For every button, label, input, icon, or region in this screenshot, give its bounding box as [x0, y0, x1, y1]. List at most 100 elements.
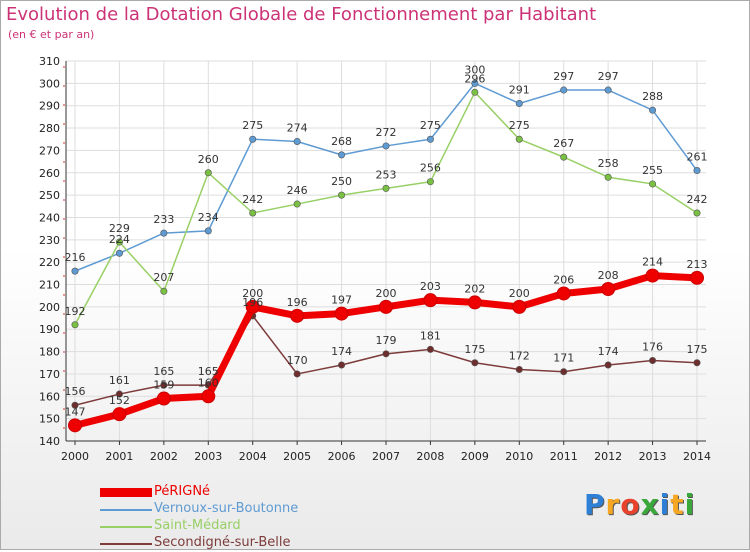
data-label: 170 — [287, 354, 308, 367]
data-label: 300 — [464, 63, 485, 76]
data-label: 297 — [553, 70, 574, 83]
data-point — [160, 381, 168, 389]
data-point — [649, 180, 657, 188]
legend-label: PéRIGNé — [154, 484, 211, 499]
y-tick-label: 160 — [39, 390, 60, 403]
data-point — [426, 135, 434, 143]
y-tick-label: 250 — [39, 189, 60, 202]
data-point — [423, 293, 438, 308]
data-label: 267 — [553, 137, 574, 150]
data-point — [293, 137, 301, 145]
data-point — [338, 191, 346, 199]
data-label: 274 — [287, 121, 308, 134]
data-point — [71, 401, 79, 409]
data-point — [426, 178, 434, 186]
data-point — [560, 86, 568, 94]
x-tick-label: 2004 — [239, 450, 267, 463]
x-tick-label: 2006 — [328, 450, 356, 463]
logo-letter: x — [640, 488, 660, 521]
data-point — [515, 135, 523, 143]
logo-letter: r — [605, 488, 621, 521]
data-label: 202 — [464, 282, 485, 295]
legend-label: Saint-Médard — [154, 518, 241, 533]
data-point — [512, 299, 527, 314]
logo-letter: P — [584, 488, 606, 521]
data-point — [649, 357, 657, 365]
y-tick-label: 300 — [39, 77, 60, 90]
data-label: 255 — [642, 164, 663, 177]
data-label: 197 — [331, 294, 352, 307]
data-label: 172 — [509, 349, 530, 362]
data-label: 260 — [198, 153, 219, 166]
data-point — [201, 389, 216, 404]
data-label: 233 — [153, 213, 174, 226]
data-label: 156 — [65, 385, 86, 398]
chart-title: Evolution de la Dotation Globale de Fonc… — [6, 4, 597, 25]
x-tick-label: 2005 — [283, 450, 311, 463]
data-point — [693, 167, 701, 175]
data-point — [601, 282, 616, 296]
y-tick-label: 280 — [39, 122, 60, 135]
y-tick-label: 260 — [39, 167, 60, 180]
x-tick-label: 2011 — [550, 450, 578, 463]
data-label: 224 — [109, 233, 130, 246]
data-point — [426, 345, 434, 353]
x-tick-label: 2014 — [683, 450, 711, 463]
data-point — [693, 359, 701, 367]
data-point — [690, 270, 704, 285]
data-label: 288 — [642, 90, 663, 103]
data-point — [471, 79, 479, 87]
data-label: 160 — [198, 376, 219, 389]
x-tick-label: 2000 — [61, 450, 89, 463]
data-point — [160, 229, 168, 237]
legend-label: Secondigné-sur-Belle — [154, 535, 291, 550]
data-point — [693, 209, 701, 217]
data-point — [245, 299, 260, 314]
data-point — [334, 306, 349, 321]
data-point — [293, 370, 301, 378]
data-label: 206 — [553, 273, 574, 286]
data-point — [604, 173, 612, 181]
data-label: 272 — [376, 126, 397, 139]
y-tick-label: 210 — [39, 279, 60, 292]
data-label: 296 — [464, 72, 485, 85]
data-label: 250 — [331, 175, 352, 188]
data-label: 147 — [65, 405, 86, 418]
data-label: 179 — [376, 334, 397, 347]
data-label: 207 — [153, 271, 174, 284]
data-label: 208 — [598, 269, 619, 282]
data-point — [71, 267, 79, 275]
data-label: 213 — [687, 258, 708, 271]
data-point — [249, 135, 257, 143]
data-label: 175 — [687, 343, 708, 356]
x-tick-label: 2010 — [505, 450, 533, 463]
x-tick-label: 2013 — [639, 450, 667, 463]
y-tick-label: 180 — [39, 346, 60, 359]
y-tick-label: 230 — [39, 234, 60, 247]
data-label: 174 — [331, 345, 352, 358]
y-tick-label: 270 — [39, 144, 60, 157]
legend-label: Vernoux-sur-Boutonne — [154, 501, 299, 516]
x-tick-label: 2009 — [461, 450, 489, 463]
chart-subtitle: (en € et par an) — [8, 28, 95, 41]
data-point — [645, 268, 660, 283]
data-label: 234 — [198, 211, 219, 224]
data-point — [515, 99, 523, 107]
data-label: 253 — [376, 168, 397, 181]
data-point — [71, 321, 79, 329]
legend-swatch — [100, 488, 152, 497]
x-tick-label: 2012 — [594, 450, 622, 463]
data-label: 175 — [464, 343, 485, 356]
data-label: 200 — [376, 287, 397, 300]
data-label: 214 — [642, 256, 663, 269]
data-label: 200 — [509, 287, 530, 300]
data-point — [290, 308, 305, 323]
data-point — [293, 200, 301, 208]
data-label: 256 — [420, 162, 441, 175]
data-label: 165 — [198, 365, 219, 378]
legend-swatch — [100, 526, 152, 528]
y-tick-label: 200 — [39, 301, 60, 314]
data-point — [204, 227, 212, 235]
data-point — [556, 286, 571, 301]
